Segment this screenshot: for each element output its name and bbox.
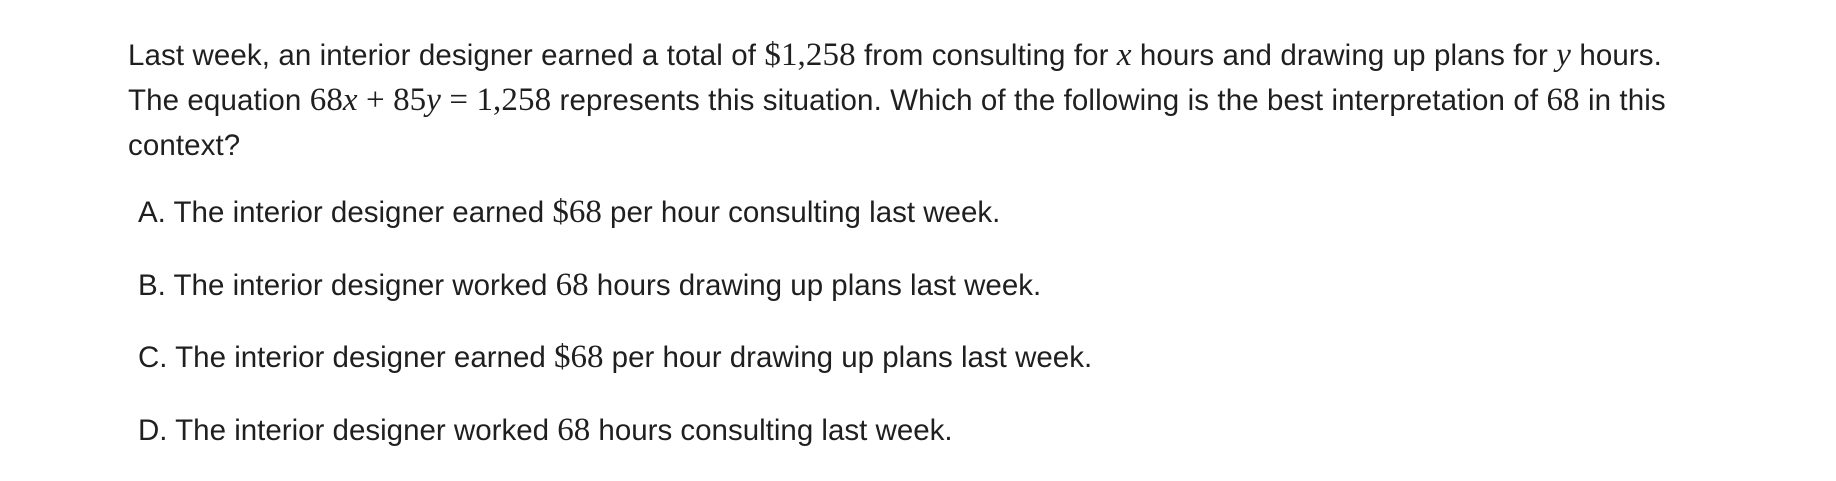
question-text: from consulting for <box>856 39 1117 72</box>
choice-math: 68 <box>556 267 589 303</box>
question-stem: Last week, an interior designer earned a… <box>128 33 1718 168</box>
choice-math: $68 <box>552 194 602 230</box>
equation-variable-y: y <box>426 82 441 118</box>
choice-letter: C. <box>138 341 168 374</box>
choice-text: The interior designer earned <box>166 196 552 229</box>
math-68: 68 <box>1546 82 1579 118</box>
choice-text: The interior designer worked <box>168 414 558 447</box>
choice-d[interactable]: D. The interior designer worked 68 hours… <box>138 408 1092 481</box>
choice-math: 68 <box>557 412 590 448</box>
choice-text: The interior designer earned <box>168 341 554 374</box>
choice-text: The interior designer worked <box>166 269 556 302</box>
question-text: Last week, an interior designer earned a… <box>128 39 764 72</box>
question-text: represents this situation. Which of the … <box>551 84 1546 117</box>
choice-letter: D. <box>138 414 168 447</box>
equation-rhs: = 1,258 <box>441 82 551 118</box>
math-total-earnings: $1,258 <box>764 37 855 73</box>
equation-variable-x: x <box>343 82 358 118</box>
choice-a[interactable]: A. The interior designer earned $68 per … <box>138 190 1092 263</box>
choice-c[interactable]: C. The interior designer earned $68 per … <box>138 335 1092 408</box>
equation-coefficient: 68 <box>310 82 343 118</box>
choice-text: per hour drawing up plans last week. <box>603 341 1092 374</box>
choice-text: hours consulting last week. <box>590 414 952 447</box>
question-text: hours and drawing up plans for <box>1132 39 1557 72</box>
equation-plus-term: + 85 <box>358 82 427 118</box>
choice-letter: B. <box>138 269 166 302</box>
choice-text: per hour consulting last week. <box>602 196 1000 229</box>
answer-choices: A. The interior designer earned $68 per … <box>138 190 1092 481</box>
choice-math: $68 <box>554 339 604 375</box>
choice-text: hours drawing up plans last week. <box>589 269 1042 302</box>
choice-letter: A. <box>138 196 166 229</box>
math-equation: 68x + 85y = 1,258 <box>310 84 552 117</box>
choice-b[interactable]: B. The interior designer worked 68 hours… <box>138 263 1092 336</box>
math-variable-y: y <box>1556 37 1571 73</box>
math-variable-x: x <box>1117 37 1132 73</box>
